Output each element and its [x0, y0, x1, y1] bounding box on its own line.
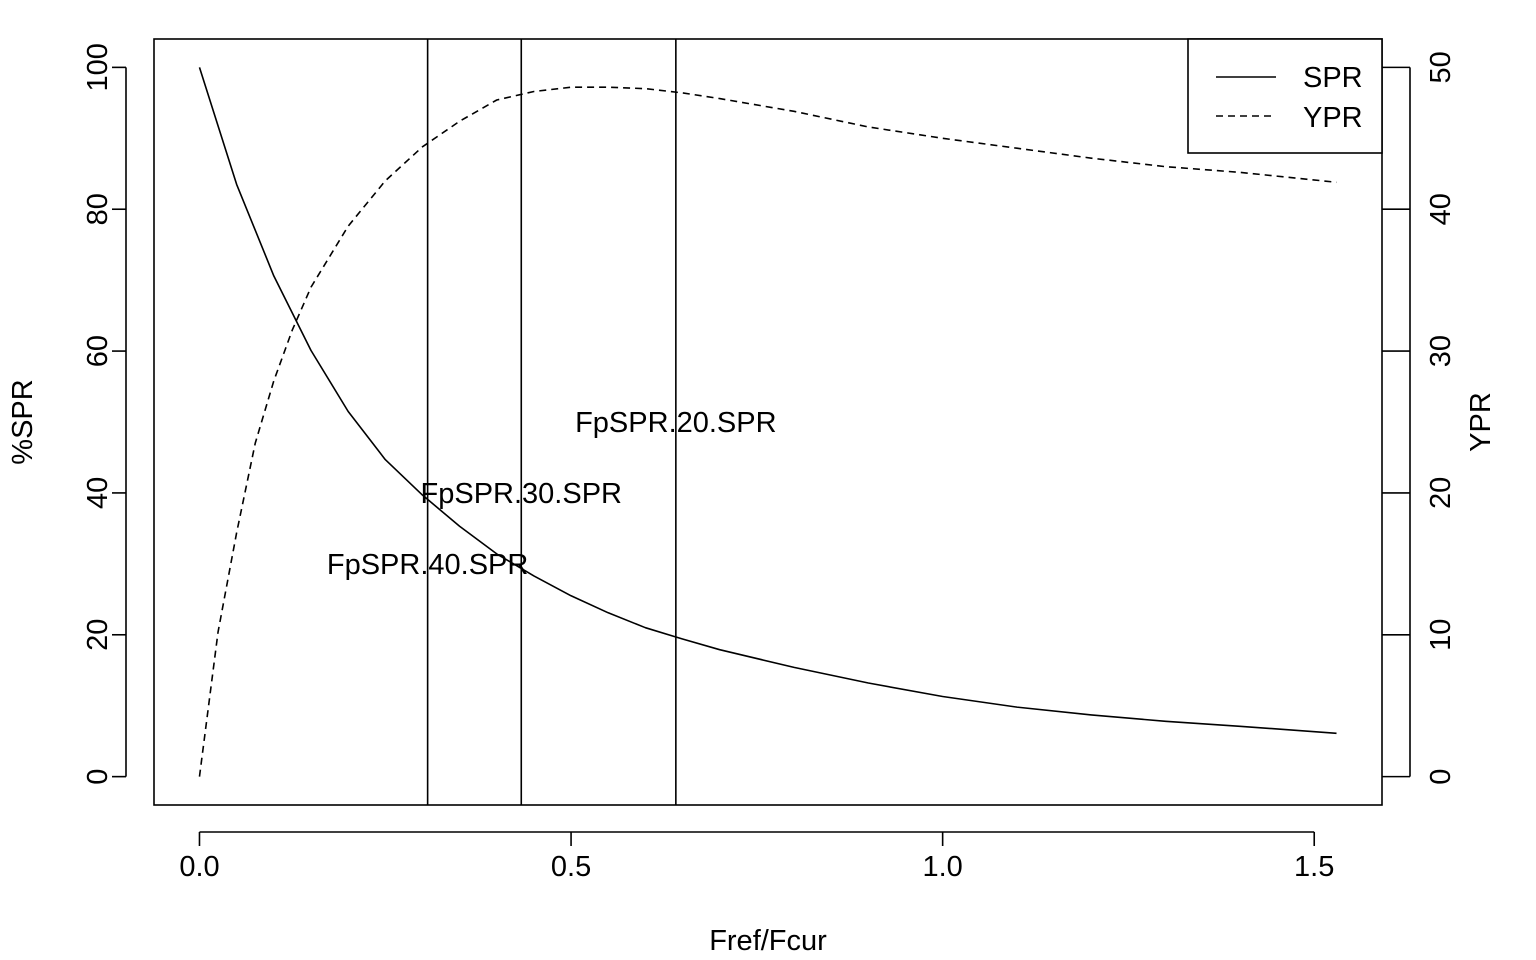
plot-frame — [153, 38, 1383, 806]
y-right-tick-label: 40 — [1425, 193, 1457, 225]
y-right-tick-label: 10 — [1425, 619, 1457, 651]
x-tick-label: 0.0 — [179, 851, 219, 883]
legend: SPR YPR — [1187, 38, 1383, 154]
y-right-tick-label: 20 — [1425, 477, 1457, 509]
y-left-tick-label: 20 — [82, 619, 114, 651]
reference-label-2: FpSPR.30.SPR — [421, 478, 622, 510]
legend-box — [1187, 38, 1383, 154]
x-axis: 0.0 0.5 1.0 1.5 — [179, 831, 1334, 883]
legend-ypr-label: YPR — [1303, 102, 1363, 134]
series-ypr-line — [198, 86, 1337, 777]
y-left-tick-label: 80 — [82, 193, 114, 225]
y-axis-left: 0 20 40 60 80 100 — [82, 43, 127, 785]
x-tick-label: 1.0 — [922, 851, 962, 883]
plot-content: FpSPR.40.SPR FpSPR.30.SPR FpSPR.20.SPR — [198, 39, 1337, 805]
reference-label-1: FpSPR.40.SPR — [327, 549, 528, 581]
y-axis-right: 0 10 20 30 40 50 — [1382, 51, 1457, 785]
y-right-tick-label: 30 — [1425, 335, 1457, 367]
y-left-tick-label: 60 — [82, 335, 114, 367]
x-axis-label: Fref/Fcur — [709, 925, 827, 957]
y-axis-label-left: %SPR — [7, 379, 39, 464]
x-tick-label: 0.5 — [551, 851, 591, 883]
y-left-tick-label: 100 — [82, 43, 114, 91]
y-left-tick-label: 0 — [82, 769, 114, 785]
x-tick-label: 1.5 — [1294, 851, 1334, 883]
series-spr-line — [198, 67, 1337, 735]
y-right-tick-label: 50 — [1425, 51, 1457, 83]
y-right-tick-label: 0 — [1425, 769, 1457, 785]
y-axis-label-right: YPR — [1465, 392, 1497, 452]
legend-spr-label: SPR — [1303, 62, 1363, 94]
reference-label-3: FpSPR.20.SPR — [575, 407, 776, 439]
y-left-tick-label: 40 — [82, 477, 114, 509]
